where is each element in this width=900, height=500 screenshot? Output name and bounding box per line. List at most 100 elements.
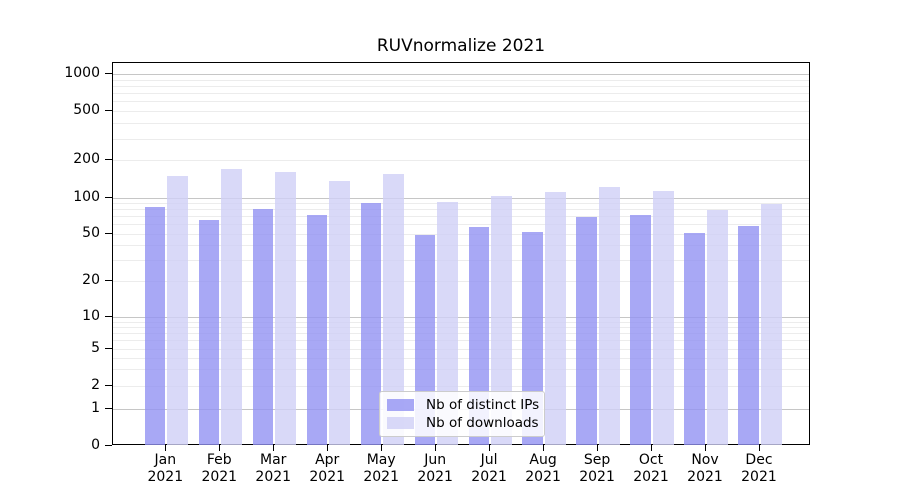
gridline-minor <box>113 202 809 204</box>
y-tick-label: 50 <box>82 224 100 241</box>
bar-distinct-ips-4 <box>360 202 382 445</box>
x-tick-mark <box>651 445 653 451</box>
y-tick-mark <box>105 110 112 112</box>
x-tick-label-line: Feb <box>206 452 232 468</box>
bar-downloads-1 <box>221 169 242 445</box>
x-tick-label-line: Dec <box>745 452 773 468</box>
x-tick-mark <box>327 445 329 451</box>
y-tick-mark <box>105 280 112 282</box>
x-tick-label-line: Jul <box>480 452 498 468</box>
bar-downloads-5 <box>436 201 458 445</box>
gridline-minor <box>113 101 809 103</box>
gridline-minor <box>113 224 809 226</box>
bar-downloads-7 <box>544 191 566 445</box>
x-tick-label-line: Nov <box>691 452 719 468</box>
bar-downloads-10 <box>706 209 728 445</box>
bar-downloads-6 <box>490 196 512 445</box>
gridline-minor <box>113 111 809 113</box>
x-tick-label: Sep 2021 <box>567 452 627 486</box>
x-tick-label-line: 2021 <box>525 469 561 485</box>
gridline-minor <box>113 340 809 342</box>
x-tick-label-line: Jun <box>424 452 447 468</box>
y-tick-mark <box>105 316 112 318</box>
x-tick-mark <box>219 445 221 451</box>
x-tick-mark <box>435 445 437 451</box>
legend-swatch-downloads <box>387 417 414 430</box>
y-tick-label: 500 <box>73 102 100 119</box>
x-tick-label-line: May <box>366 452 396 468</box>
x-tick-label: May 2021 <box>351 452 411 486</box>
gridline-minor <box>113 260 809 262</box>
y-tick-label: 200 <box>73 151 100 168</box>
bar-downloads-9 <box>652 191 674 445</box>
x-tick-label-line: 2021 <box>201 469 238 485</box>
bar-distinct-ips-8 <box>576 216 598 445</box>
x-tick-label: Aug 2021 <box>513 452 573 486</box>
legend-swatch-distinct-ips <box>387 398 414 411</box>
gridline-minor <box>113 209 809 211</box>
y-tick-mark <box>105 159 112 161</box>
bar-distinct-ips-10 <box>684 232 706 445</box>
gridline-minor <box>113 138 809 140</box>
x-tick-label: Jun 2021 <box>405 452 465 486</box>
bar-distinct-ips-6 <box>468 226 490 445</box>
bar-distinct-ips-2 <box>252 209 274 445</box>
legend-label-downloads: Nb of downloads <box>426 415 539 432</box>
x-tick-label-line: Aug <box>529 452 557 468</box>
x-tick-mark <box>543 445 545 451</box>
x-tick-label-line: 2021 <box>633 469 669 485</box>
x-tick-label: Apr 2021 <box>297 452 357 486</box>
gridline-major <box>113 317 809 319</box>
x-tick-label: Feb 2021 <box>189 452 249 486</box>
y-tick-mark <box>105 347 112 349</box>
gridline-minor <box>113 369 809 371</box>
x-tick-mark <box>273 445 275 451</box>
x-tick-label-line: 2021 <box>417 469 453 485</box>
bar-downloads-11 <box>760 204 782 445</box>
gridline-minor <box>113 386 809 387</box>
y-tick-mark <box>105 385 112 386</box>
chart-title: RUVnormalize 2021 <box>376 36 546 56</box>
x-tick-label-line: 2021 <box>363 469 399 485</box>
bar-distinct-ips-1 <box>198 219 220 445</box>
x-tick-label-line: Mar <box>260 452 287 468</box>
gridline-minor <box>113 85 809 87</box>
x-tick-label: Nov 2021 <box>675 452 735 486</box>
x-tick-label: Mar 2021 <box>243 452 303 486</box>
x-tick-mark <box>165 445 167 451</box>
bar-distinct-ips-9 <box>630 214 652 445</box>
bar-downloads-2 <box>275 172 296 445</box>
gridline-minor <box>113 160 809 162</box>
gridline-minor <box>113 123 809 125</box>
plot-area: Nb of distinct IPs Nb of downloads <box>112 62 810 445</box>
x-tick-label-line: Apr <box>315 452 340 468</box>
bar-downloads-8 <box>598 186 620 445</box>
y-tick-mark <box>105 445 112 446</box>
x-tick-label-line: 2021 <box>255 469 292 485</box>
gridline-minor <box>113 79 809 81</box>
x-tick-label: Oct 2021 <box>621 452 681 486</box>
x-tick-mark <box>597 445 599 451</box>
gridline-minor <box>113 348 809 350</box>
gridline-major <box>113 74 809 75</box>
y-tick-mark <box>105 232 112 234</box>
x-tick-label-line: Oct <box>638 452 664 468</box>
legend-item-distinct-ips: Nb of distinct IPs <box>387 396 540 413</box>
x-tick-mark <box>758 445 760 451</box>
x-tick-label-line: 2021 <box>147 469 184 485</box>
gridline-minor <box>113 281 809 283</box>
legend-label-distinct-ips: Nb of distinct IPs <box>426 396 540 413</box>
y-tick-label: 1 <box>91 400 100 416</box>
x-tick-label-line: Sep <box>583 452 611 468</box>
gridline-major <box>113 197 809 199</box>
x-tick-label: Dec 2021 <box>729 452 789 486</box>
y-tick-label: 10 <box>82 308 100 325</box>
y-tick-label: 100 <box>73 188 100 205</box>
y-tick-label: 1000 <box>64 65 100 81</box>
gridline-minor <box>113 357 809 359</box>
x-tick-label-line: 2021 <box>579 469 615 485</box>
bar-downloads-0 <box>167 175 188 445</box>
x-tick-label: Jul 2021 <box>459 452 519 486</box>
x-tick-mark <box>381 445 383 451</box>
